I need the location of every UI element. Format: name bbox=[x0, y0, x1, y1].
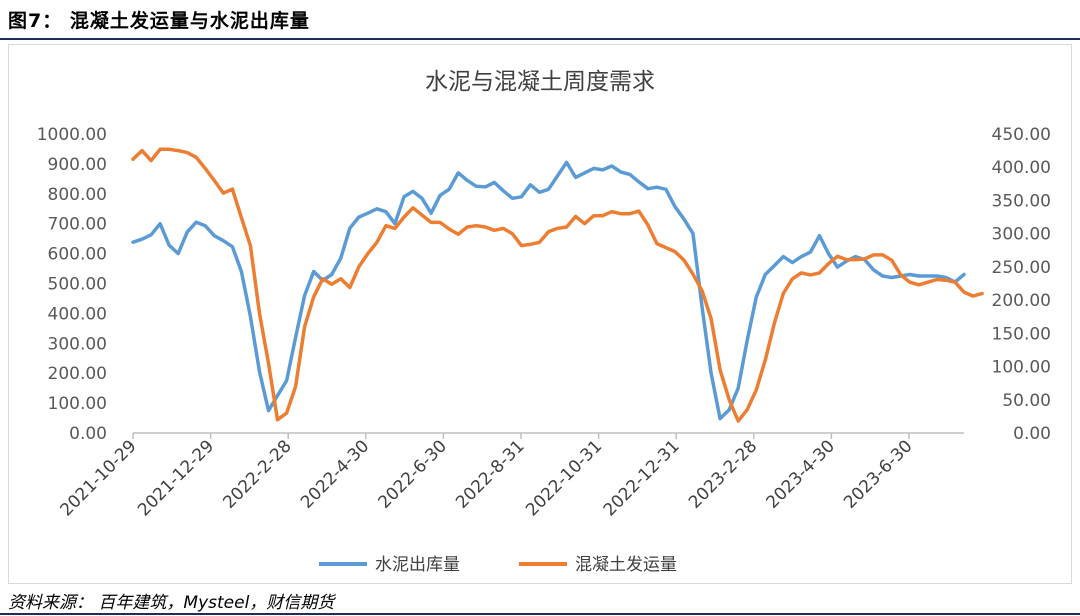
left-tick-label: 500.00 bbox=[48, 275, 107, 295]
left-tick-label: 700.00 bbox=[48, 215, 107, 235]
right-tick-label: 200.00 bbox=[992, 291, 1051, 311]
left-tick-label: 600.00 bbox=[48, 245, 107, 265]
left-tick-label: 300.00 bbox=[48, 334, 107, 354]
top-divider bbox=[0, 38, 1080, 40]
x-tick-label: 2022-6-30 bbox=[375, 436, 451, 512]
right-tick-label: 300.00 bbox=[992, 225, 1051, 245]
left-tick-label: 100.00 bbox=[48, 394, 107, 414]
left-tick-label: 400.00 bbox=[48, 304, 107, 324]
left-axis-ticks: 0.00 100.00 200.00 300.00 400.00 500.00 600.00… bbox=[37, 125, 107, 444]
right-tick-label: 450.00 bbox=[992, 125, 1051, 145]
x-tick-label: 2023-6-30 bbox=[840, 436, 916, 512]
x-tick-label: 2022-2-28 bbox=[219, 436, 295, 512]
x-tick-label: 2023-4-30 bbox=[763, 436, 839, 512]
chart-canvas: 水泥与混凝土周度需求 0.00 100.00 200.00 300.00 400.00 5… bbox=[37, 69, 1051, 575]
right-tick-label: 0.00 bbox=[1013, 424, 1051, 444]
figure-title: 图7： 混凝土发运量与水泥出库量 bbox=[8, 10, 310, 32]
left-tick-label: 900.00 bbox=[48, 155, 107, 175]
left-tick-label: 1000.00 bbox=[37, 125, 107, 145]
bottom-divider bbox=[0, 613, 1080, 615]
left-tick-label: 800.00 bbox=[48, 185, 107, 205]
right-tick-label: 400.00 bbox=[992, 158, 1051, 178]
right-tick-label: 50.00 bbox=[1002, 391, 1051, 411]
legend-label: 水泥出库量 bbox=[375, 555, 460, 575]
right-tick-label: 350.00 bbox=[992, 191, 1051, 211]
chart-frame: 水泥与混凝土周度需求 0.00 100.00 200.00 300.00 400.00 5… bbox=[8, 44, 1072, 584]
right-tick-label: 150.00 bbox=[992, 324, 1051, 344]
x-tick-label: 2021-12-29 bbox=[134, 436, 218, 520]
chart-title: 水泥与混凝土周度需求 bbox=[425, 69, 655, 95]
series-layer bbox=[131, 147, 984, 423]
legend: 水泥出库量 混凝土发运量 bbox=[319, 555, 677, 575]
x-tick-label: 2023-2-28 bbox=[685, 436, 761, 512]
x-tick-label: 2021-10-29 bbox=[57, 436, 141, 520]
right-axis-ticks: 0.00 50.00 100.00 150.00 200.00 250.00 300.00 3… bbox=[992, 125, 1051, 444]
series-line-concrete bbox=[131, 147, 984, 423]
legend-label: 混凝土发运量 bbox=[575, 555, 677, 575]
left-tick-label: 0.00 bbox=[69, 424, 107, 444]
x-tick-label: 2022-10-31 bbox=[522, 436, 606, 520]
series-line-cement bbox=[131, 160, 966, 421]
x-tick-label: 2022-4-30 bbox=[297, 436, 373, 512]
left-tick-label: 200.00 bbox=[48, 364, 107, 384]
x-tick-label: 2022-12-31 bbox=[600, 436, 684, 520]
right-tick-label: 250.00 bbox=[992, 258, 1051, 278]
x-tick-label: 2022-8-31 bbox=[452, 436, 528, 512]
right-tick-label: 100.00 bbox=[992, 358, 1051, 378]
source-note: 资料来源： 百年建筑，Mysteel，财信期货 bbox=[8, 593, 335, 613]
